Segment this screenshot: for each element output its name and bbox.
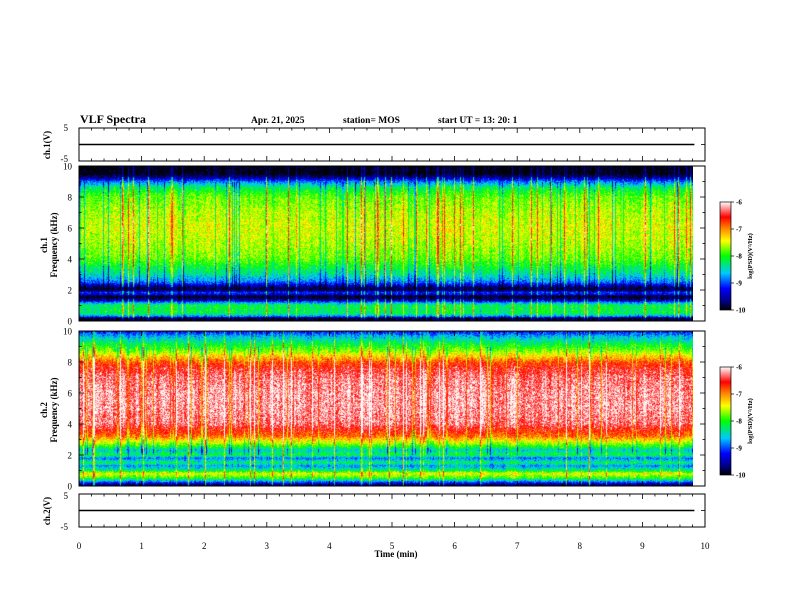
ch1-spectrogram-ytick-label-4: 4 [68, 255, 73, 265]
ch1-colorbar-gradient [719, 201, 732, 311]
ch1-spectrogram-ytick-label-8: 8 [68, 193, 73, 203]
ch2-colorbar-tick-label-0: -6 [736, 364, 742, 372]
ch1-spectrogram-ytick-label-2: 2 [68, 286, 73, 296]
ch2-spectrogram-image-holder [79, 331, 693, 486]
ch2-waveform-panel: 5 -5 ch.2(V) [42, 491, 706, 532]
ch2-colorbar-tick-label-4: -10 [736, 472, 746, 480]
ch2-spectrogram-ytick-label-8: 8 [68, 358, 73, 368]
ch1-colorbar-tick-label-0: -6 [736, 199, 742, 207]
x-axis-tick-label-10: 10 [701, 541, 711, 551]
ch1-spectrogram-heatmap [79, 166, 693, 321]
ch1-waveform-ytick-bottom: -5 [61, 154, 69, 164]
ch2-spectrogram-ytick-label-10: 10 [63, 327, 73, 337]
figure-date: Apr. 21, 2025 [251, 116, 305, 126]
x-axis-tick-label-3: 3 [265, 541, 270, 551]
ch1-colorbar: -6 -7 -8 -9 -10 log(PSD)(V²/Hz) [719, 199, 754, 315]
ch2-waveform-ytick-top: 5 [64, 491, 69, 501]
ch1-waveform-ytick-top: 5 [64, 123, 69, 133]
ch2-colorbar-gradient [719, 366, 732, 476]
x-axis-tick-label-5: 5 [390, 541, 395, 551]
ch2-colorbar-tick-label-3: -9 [736, 445, 742, 453]
figure-start-time: start UT = 13: 20: 1 [438, 116, 518, 126]
ch2-waveform-ylabel: ch.2(V) [42, 497, 52, 525]
ch1-spectrogram-ylabel-frequency: Frequency (kHz) [49, 212, 59, 277]
ch2-spectrogram-ylabel-channel: ch.2 [39, 402, 49, 418]
ch1-spectrogram-ytick-label-10: 10 [63, 162, 73, 172]
ch1-spectrogram-ytick-label-6: 6 [68, 224, 73, 234]
ch1-spectrogram-panel: 0 2 4 6 8 10 ch.1 Frequency (kHz) [39, 162, 706, 327]
x-axis-tick-label-6: 6 [452, 541, 457, 551]
figure-title: VLF Spectra [80, 112, 146, 126]
x-axis-ticklabels: 0 1 2 3 4 5 6 7 8 9 10 [77, 541, 710, 551]
ch2-colorbar-label: log(PSD)(V²/Hz) [747, 398, 754, 444]
ch1-waveform-panel: 5 -5 ch.1(V) [42, 123, 706, 164]
ch1-colorbar-tick-label-1: -7 [736, 226, 742, 234]
ch2-spectrogram-ytick-label-4: 4 [68, 420, 73, 430]
ch2-waveform-ytick-bottom: -5 [61, 522, 69, 532]
x-axis-tick-label-0: 0 [77, 541, 82, 551]
ch1-spectrogram-ylabel-channel: ch.1 [39, 237, 49, 253]
ch1-colorbar-tick-label-4: -10 [736, 307, 746, 315]
ch2-spectrogram-panel: 0 2 4 6 8 10 ch.2 Frequency (kHz) [39, 327, 706, 492]
ch2-colorbar-tick-label-1: -7 [736, 391, 742, 399]
figure-station: station= MOS [343, 116, 400, 126]
ch2-colorbar: -6 -7 -8 -9 -10 log(PSD)(V²/Hz) [719, 364, 754, 480]
x-axis-tick-label-7: 7 [515, 541, 520, 551]
ch2-spectrogram-ylabel-frequency: Frequency (kHz) [49, 377, 59, 442]
ch2-spectrogram-heatmap [79, 331, 693, 486]
ch2-spectrogram-ytick-label-0: 0 [68, 482, 73, 492]
ch1-colorbar-label: log(PSD)(V²/Hz) [747, 233, 754, 279]
ch2-colorbar-tick-label-2: -8 [736, 418, 742, 426]
x-axis-tick-label-9: 9 [640, 541, 645, 551]
ch1-spectrogram-ytick-label-0: 0 [68, 317, 73, 327]
ch1-colorbar-tick-label-3: -9 [736, 280, 742, 288]
x-axis-label: Time (min) [374, 549, 417, 559]
x-axis-tick-label-2: 2 [202, 541, 207, 551]
x-axis-tick-label-1: 1 [139, 541, 144, 551]
ch1-spectrogram-image-holder [79, 166, 693, 321]
ch1-colorbar-tick-label-2: -8 [736, 253, 742, 261]
x-axis-tick-label-4: 4 [327, 541, 332, 551]
ch2-spectrogram-ytick-label-2: 2 [68, 451, 73, 461]
x-axis-tick-label-8: 8 [578, 541, 583, 551]
ch1-waveform-ylabel: ch.1(V) [42, 131, 52, 159]
ch2-spectrogram-ytick-label-6: 6 [68, 389, 73, 399]
